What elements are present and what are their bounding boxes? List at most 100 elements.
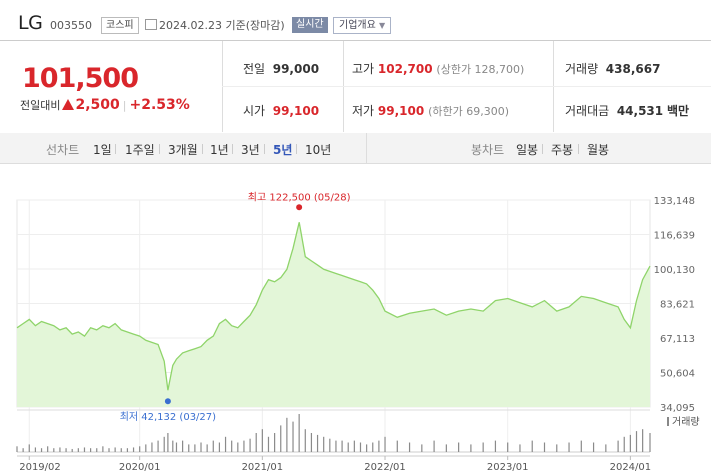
volume-bar — [323, 436, 325, 452]
volume-bar — [649, 433, 651, 452]
candle-weekly[interactable]: 주봉 — [551, 143, 574, 157]
quote-date: 2024.02.23 기준(장마감) — [159, 19, 285, 32]
high-marker — [296, 204, 303, 211]
volume-bar — [28, 444, 30, 452]
volume-bar — [310, 433, 313, 452]
period-1y[interactable]: 1년 — [210, 143, 229, 157]
volume-bar — [249, 438, 251, 452]
y-tick-label: 67,113 — [660, 334, 695, 345]
period-bar: 선차트 1일 1주일 3개월 1년 3년 5년 10년 봉차트 일봉 주봉 월봉 — [0, 133, 711, 164]
x-tick-label: 2024/01 — [610, 462, 652, 473]
volume-bar — [261, 429, 263, 452]
y-tick-label: 100,130 — [654, 265, 695, 276]
price-line — [16, 222, 651, 391]
volume-bar — [592, 442, 595, 452]
high-label: 최고 122,500 (05/28) — [248, 191, 351, 203]
period-5y[interactable]: 5년 — [273, 143, 293, 157]
volume-bar — [341, 440, 343, 452]
line-chart-label: 선차트 — [46, 143, 80, 157]
volume-bar — [605, 444, 607, 452]
volume-bar — [139, 446, 141, 452]
volume-bar — [298, 414, 300, 452]
volume-bar — [531, 440, 533, 452]
stock-code: 003550 — [50, 19, 92, 32]
volume-bar — [329, 438, 331, 452]
company-info-dropdown[interactable]: 기업개요 ▼ — [333, 17, 392, 34]
prev-close: 전일 99,000 — [243, 62, 320, 76]
period-1w[interactable]: 1주일 — [125, 143, 155, 157]
period-3m[interactable]: 3개월 — [168, 143, 198, 157]
volume-bar — [224, 436, 227, 452]
volume-bar — [556, 444, 558, 452]
volume-bar — [188, 444, 190, 452]
volume-bar — [292, 421, 294, 452]
price-area — [17, 222, 650, 407]
y-tick-label: 50,604 — [660, 369, 695, 380]
volume-bar — [335, 440, 337, 452]
volume-bar — [267, 436, 270, 452]
candle-chart-label: 봉차트 — [471, 143, 505, 157]
volume-bar — [243, 440, 245, 452]
volume-bar — [16, 446, 18, 452]
volume-bar — [114, 447, 116, 452]
volume-bar — [359, 442, 362, 452]
volume-bar — [470, 444, 472, 452]
open-price: 시가 99,100 — [243, 104, 320, 118]
volume-bar — [304, 429, 306, 452]
volume-bar — [280, 425, 282, 452]
volume-bar — [629, 434, 631, 452]
period-3y[interactable]: 3년 — [241, 143, 260, 157]
volume-bar — [163, 436, 165, 452]
calendar-icon — [145, 19, 157, 30]
volume: 거래량 438,667 — [565, 62, 661, 76]
realtime-button[interactable]: 실시간 — [292, 17, 328, 33]
volume-bar — [396, 440, 398, 452]
y-tick-label: 133,148 — [654, 196, 695, 207]
volume-bar — [96, 448, 98, 452]
price-change: 전일대비 2,500 | +2.53% — [20, 97, 190, 113]
divider — [222, 86, 711, 87]
volume-bar — [255, 433, 257, 452]
period-1d[interactable]: 1일 — [93, 143, 112, 157]
volume-bar — [53, 448, 55, 452]
volume-bar — [59, 447, 61, 452]
volume-bar — [65, 448, 67, 452]
volume-bar — [151, 442, 153, 452]
volume-bar — [482, 442, 484, 452]
low-marker — [164, 398, 171, 405]
market-badge: 코스피 — [101, 17, 139, 34]
x-tick-label: 2020/01 — [119, 462, 161, 473]
trade-value: 거래대금 44,531 백만 — [565, 104, 690, 118]
volume-bar — [212, 440, 214, 452]
volume-bar — [635, 431, 638, 452]
up-triangle-icon — [62, 99, 75, 110]
x-tick-label: 2021/01 — [242, 462, 284, 473]
volume-bar — [77, 448, 79, 452]
volume-bar — [200, 442, 202, 452]
current-price: 101,500 — [22, 63, 139, 94]
candle-monthly[interactable]: 월봉 — [587, 143, 610, 157]
volume-bar — [274, 433, 276, 452]
x-tick-label: 2022/01 — [364, 462, 406, 473]
y-tick-label: 116,639 — [654, 231, 695, 242]
volume-bar — [132, 447, 135, 452]
volume-bar — [384, 436, 386, 452]
volume-legend-label: 거래량 — [672, 416, 700, 428]
volume-bar — [22, 448, 24, 452]
volume-bar — [507, 442, 509, 452]
volume-bar — [47, 446, 49, 452]
volume-bar — [167, 433, 169, 452]
volume-bar — [34, 447, 37, 452]
volume-bar — [543, 442, 546, 452]
volume-bar — [126, 448, 129, 452]
volume-bar — [445, 444, 447, 452]
volume-bar — [458, 442, 460, 452]
x-tick-label: 2023/01 — [487, 462, 529, 473]
volume-bar — [231, 440, 233, 452]
volume-bar — [494, 440, 497, 452]
high-price: 고가 102,700 (상한가 128,700) — [352, 62, 525, 76]
period-10y[interactable]: 10년 — [305, 143, 332, 157]
candle-daily[interactable]: 일봉 — [516, 143, 539, 157]
volume-bar — [286, 417, 288, 452]
volume-bar — [206, 444, 208, 452]
